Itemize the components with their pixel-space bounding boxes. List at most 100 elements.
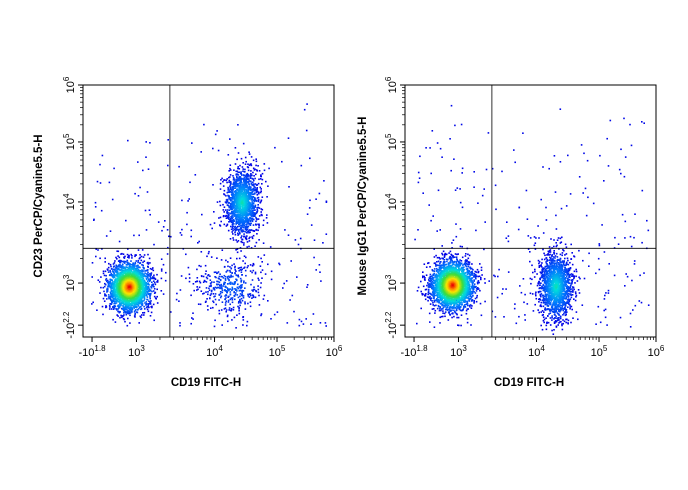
event-dot (142, 266, 144, 269)
event-dot (231, 208, 234, 211)
event-dot (210, 285, 212, 288)
event-dot (121, 271, 124, 273)
event-dot (244, 175, 247, 178)
event-dot (242, 211, 245, 213)
event-dot (252, 171, 254, 174)
event-dot (234, 289, 237, 291)
event-dot (127, 263, 129, 266)
event-dot (112, 266, 115, 268)
event-dot (108, 181, 111, 184)
event-dot (122, 269, 124, 272)
event-dot (218, 275, 221, 278)
event-dot (236, 227, 238, 229)
event-dot (117, 315, 119, 317)
event-dot (119, 298, 122, 301)
event-dot (230, 225, 232, 228)
event-dot (561, 328, 564, 331)
event-dot (248, 231, 250, 234)
event-dot (112, 283, 114, 285)
event-dot (126, 277, 128, 280)
event-dot (131, 307, 134, 310)
event-dot (216, 130, 218, 132)
event-dot (258, 226, 260, 229)
event-dot (144, 209, 147, 212)
event-dot (236, 204, 238, 207)
event-dot (254, 186, 256, 189)
event-dot (260, 199, 263, 202)
event-dot (227, 217, 230, 219)
event-dot (241, 291, 243, 294)
event-dot (563, 320, 566, 323)
event-dot (231, 193, 234, 196)
event-dot (205, 281, 208, 283)
event-dot (102, 270, 105, 273)
event-dot (214, 286, 217, 289)
event-dot (306, 213, 309, 215)
event-dot (132, 299, 135, 301)
event-dot (420, 290, 422, 293)
event-dot (114, 268, 116, 271)
event-dot (204, 280, 206, 282)
event-dot (240, 224, 242, 227)
event-dot (310, 224, 313, 226)
event-dot (242, 203, 244, 206)
event-dot (575, 311, 578, 313)
event-dot (454, 253, 457, 255)
event-dot (254, 271, 257, 274)
event-dot (460, 314, 463, 316)
event-dot (110, 303, 113, 305)
event-dot (149, 277, 152, 280)
event-dot (255, 158, 257, 160)
event-dot (133, 274, 135, 277)
event-dot (129, 312, 132, 314)
event-dot (458, 324, 460, 327)
event-dot (234, 265, 236, 268)
event-dot (106, 280, 108, 282)
event-dot (250, 173, 252, 175)
event-dot (175, 298, 178, 301)
event-dot (102, 286, 105, 289)
event-dot (126, 253, 129, 256)
event-dot (217, 286, 220, 289)
event-dot (219, 200, 221, 203)
event-dot (128, 304, 130, 306)
event-dot (244, 282, 247, 284)
event-dot (110, 265, 112, 268)
event-dot (270, 278, 273, 281)
event-dots (414, 104, 650, 335)
event-dot (240, 199, 242, 201)
event-dot (424, 279, 426, 281)
event-dot (114, 288, 116, 291)
event-dot (145, 290, 148, 293)
event-dot (224, 307, 227, 309)
event-dot (112, 318, 114, 321)
event-dot (232, 190, 234, 192)
event-dot (434, 312, 436, 314)
event-dot (96, 180, 99, 183)
event-dot (242, 295, 245, 297)
event-dot (460, 324, 462, 327)
event-dot (216, 286, 219, 289)
event-dot (244, 301, 246, 303)
event-dot (250, 283, 252, 286)
event-dot (199, 303, 202, 306)
event-dot (225, 195, 227, 197)
event-dot (481, 274, 483, 276)
event-dot (262, 219, 265, 222)
event-dot (245, 180, 248, 182)
event-dot (538, 265, 541, 267)
event-dot (283, 282, 285, 285)
event-dot (263, 169, 266, 172)
event-dot (131, 308, 134, 311)
event-dot (536, 273, 538, 275)
event-dot (244, 308, 247, 310)
event-dot (130, 310, 132, 312)
event-dot (139, 266, 141, 269)
event-dot (95, 255, 97, 258)
event-dot (146, 308, 149, 311)
event-dot (201, 213, 203, 216)
event-dot (424, 298, 427, 301)
event-dot (236, 257, 238, 260)
event-dot (115, 256, 117, 259)
event-dot (111, 198, 114, 201)
